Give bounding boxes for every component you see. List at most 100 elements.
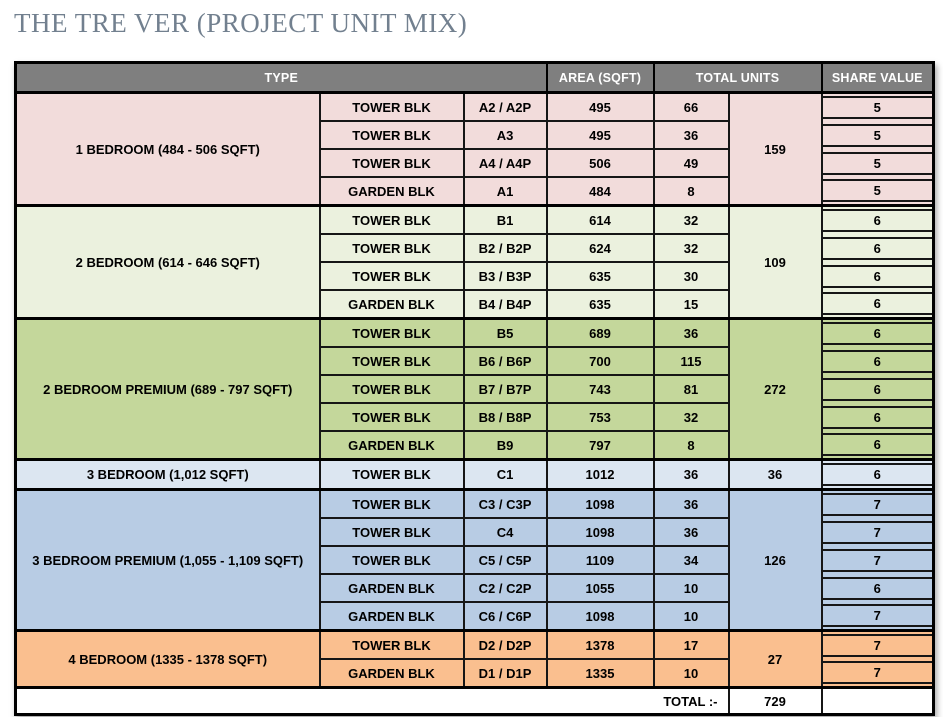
share-value-cell: 7 xyxy=(820,488,935,518)
block-cell: TOWER BLK xyxy=(318,458,465,491)
group-total-units-cell: 27 xyxy=(727,629,823,689)
area-cell: 1335 xyxy=(545,658,655,689)
group-type-cell: 3 BEDROOM PREMIUM (1,055 - 1,109 SQFT) xyxy=(14,488,321,632)
block-cell: GARDEN BLK xyxy=(318,658,465,689)
area-cell: 624 xyxy=(545,233,655,263)
block-cell: GARDEN BLK xyxy=(318,573,465,603)
units-cell: 36 xyxy=(652,120,730,150)
units-cell: 8 xyxy=(652,176,730,207)
group-total-units-cell: 272 xyxy=(727,317,823,461)
unit-row: 1 BEDROOM (484 - 506 SQFT) TOWER BLK A2 / … xyxy=(14,91,935,207)
block-cell: TOWER BLK xyxy=(318,261,465,291)
group-type-cell: 1 BEDROOM (484 - 506 SQFT) xyxy=(14,91,321,207)
unit-code-cell: D1 / D1P xyxy=(462,658,548,689)
share-value: 6 xyxy=(823,576,932,600)
units-cell: 15 xyxy=(652,289,730,320)
unit-code-cell: A4 / A4P xyxy=(462,148,548,178)
share-value: 6 xyxy=(823,236,932,260)
block-cell: TOWER BLK xyxy=(318,488,465,519)
units-cell: 10 xyxy=(652,658,730,689)
area-cell: 506 xyxy=(545,148,655,178)
area-cell: 753 xyxy=(545,402,655,432)
group-type-cell: 3 BEDROOM (1,012 SQFT) xyxy=(14,458,321,491)
unit-code-cell: D2 / D2P xyxy=(462,629,548,660)
col-header-type: TYPE xyxy=(14,61,548,94)
units-cell: 115 xyxy=(652,346,730,376)
units-cell: 36 xyxy=(652,488,730,519)
unit-code-cell: B5 xyxy=(462,317,548,348)
block-cell: TOWER BLK xyxy=(318,317,465,348)
table-header: TYPE AREA (SQFT) TOTAL UNITS SHARE VALUE xyxy=(14,61,935,94)
share-value: 7 xyxy=(823,520,932,544)
share-value: 7 xyxy=(823,548,932,572)
area-cell: 797 xyxy=(545,430,655,461)
block-cell: TOWER BLK xyxy=(318,402,465,432)
share-value: 7 xyxy=(823,661,932,684)
share-value-cell: 6 xyxy=(820,347,935,375)
units-cell: 36 xyxy=(652,517,730,547)
share-value: 5 xyxy=(823,151,932,175)
area-cell: 689 xyxy=(545,317,655,348)
unit-code-cell: B9 xyxy=(462,430,548,461)
share-value-cell: 6 xyxy=(820,317,935,347)
share-value: 6 xyxy=(823,209,932,232)
units-cell: 30 xyxy=(652,261,730,291)
units-cell: 34 xyxy=(652,545,730,575)
share-value: 6 xyxy=(823,405,932,429)
unit-code-cell: A1 xyxy=(462,176,548,207)
group-total-units-cell: 36 xyxy=(727,458,823,491)
units-cell: 17 xyxy=(652,629,730,660)
area-cell: 1098 xyxy=(545,601,655,632)
unit-code-cell: C5 / C5P xyxy=(462,545,548,575)
units-cell: 32 xyxy=(652,233,730,263)
share-value-cell: 7 xyxy=(820,629,935,659)
share-value: 6 xyxy=(823,463,932,486)
area-cell: 635 xyxy=(545,261,655,291)
area-cell: 743 xyxy=(545,374,655,404)
unit-code-cell: B6 / B6P xyxy=(462,346,548,376)
share-value-cell: 6 xyxy=(820,290,935,319)
share-value-cell: 5 xyxy=(820,177,935,206)
page-title: THE TRE VER (PROJECT UNIT MIX) xyxy=(14,8,468,38)
area-cell: 1098 xyxy=(545,488,655,519)
area-cell: 495 xyxy=(545,120,655,150)
total-units-value: 729 xyxy=(727,686,823,716)
unit-code-cell: A3 xyxy=(462,120,548,150)
share-value: 7 xyxy=(823,604,932,627)
unit-row: 3 BEDROOM PREMIUM (1,055 - 1,109 SQFT) TO… xyxy=(14,488,935,632)
area-cell: 1055 xyxy=(545,573,655,603)
unit-mix-table: TYPE AREA (SQFT) TOTAL UNITS SHARE VALUE… xyxy=(14,61,936,716)
block-cell: TOWER BLK xyxy=(318,148,465,178)
share-value: 6 xyxy=(823,349,932,373)
unit-code-cell: A2 / A2P xyxy=(462,91,548,122)
block-cell: TOWER BLK xyxy=(318,346,465,376)
block-cell: TOWER BLK xyxy=(318,204,465,235)
share-value-cell: 6 xyxy=(820,431,935,460)
total-row: TOTAL :- 729 xyxy=(14,686,935,716)
share-value-cell: 7 xyxy=(820,659,935,688)
share-value-cell: 6 xyxy=(820,204,935,234)
unit-code-cell: C3 / C3P xyxy=(462,488,548,519)
share-value: 6 xyxy=(823,377,932,401)
share-value: 6 xyxy=(823,433,932,456)
units-cell: 10 xyxy=(652,573,730,603)
col-header-area: AREA (SQFT) xyxy=(545,61,655,94)
block-cell: TOWER BLK xyxy=(318,545,465,575)
table-footer: TOTAL :- 729 xyxy=(14,686,935,716)
units-cell: 8 xyxy=(652,430,730,461)
unit-row: 4 BEDROOM (1335 - 1378 SQFT) TOWER BLK D2 … xyxy=(14,629,935,689)
unit-code-cell: B1 xyxy=(462,204,548,235)
unit-code-cell: B4 / B4P xyxy=(462,289,548,320)
units-cell: 66 xyxy=(652,91,730,122)
area-cell: 614 xyxy=(545,204,655,235)
table-body: 1 BEDROOM (484 - 506 SQFT) TOWER BLK A2 / … xyxy=(14,91,935,689)
unit-code-cell: C1 xyxy=(462,458,548,491)
area-cell: 1012 xyxy=(545,458,655,491)
share-value-cell: 5 xyxy=(820,149,935,177)
group-type-cell: 4 BEDROOM (1335 - 1378 SQFT) xyxy=(14,629,321,689)
block-cell: GARDEN BLK xyxy=(318,289,465,320)
share-value-cell: 5 xyxy=(820,121,935,149)
area-cell: 1109 xyxy=(545,545,655,575)
group-total-units-cell: 109 xyxy=(727,204,823,320)
share-value: 5 xyxy=(823,96,932,119)
